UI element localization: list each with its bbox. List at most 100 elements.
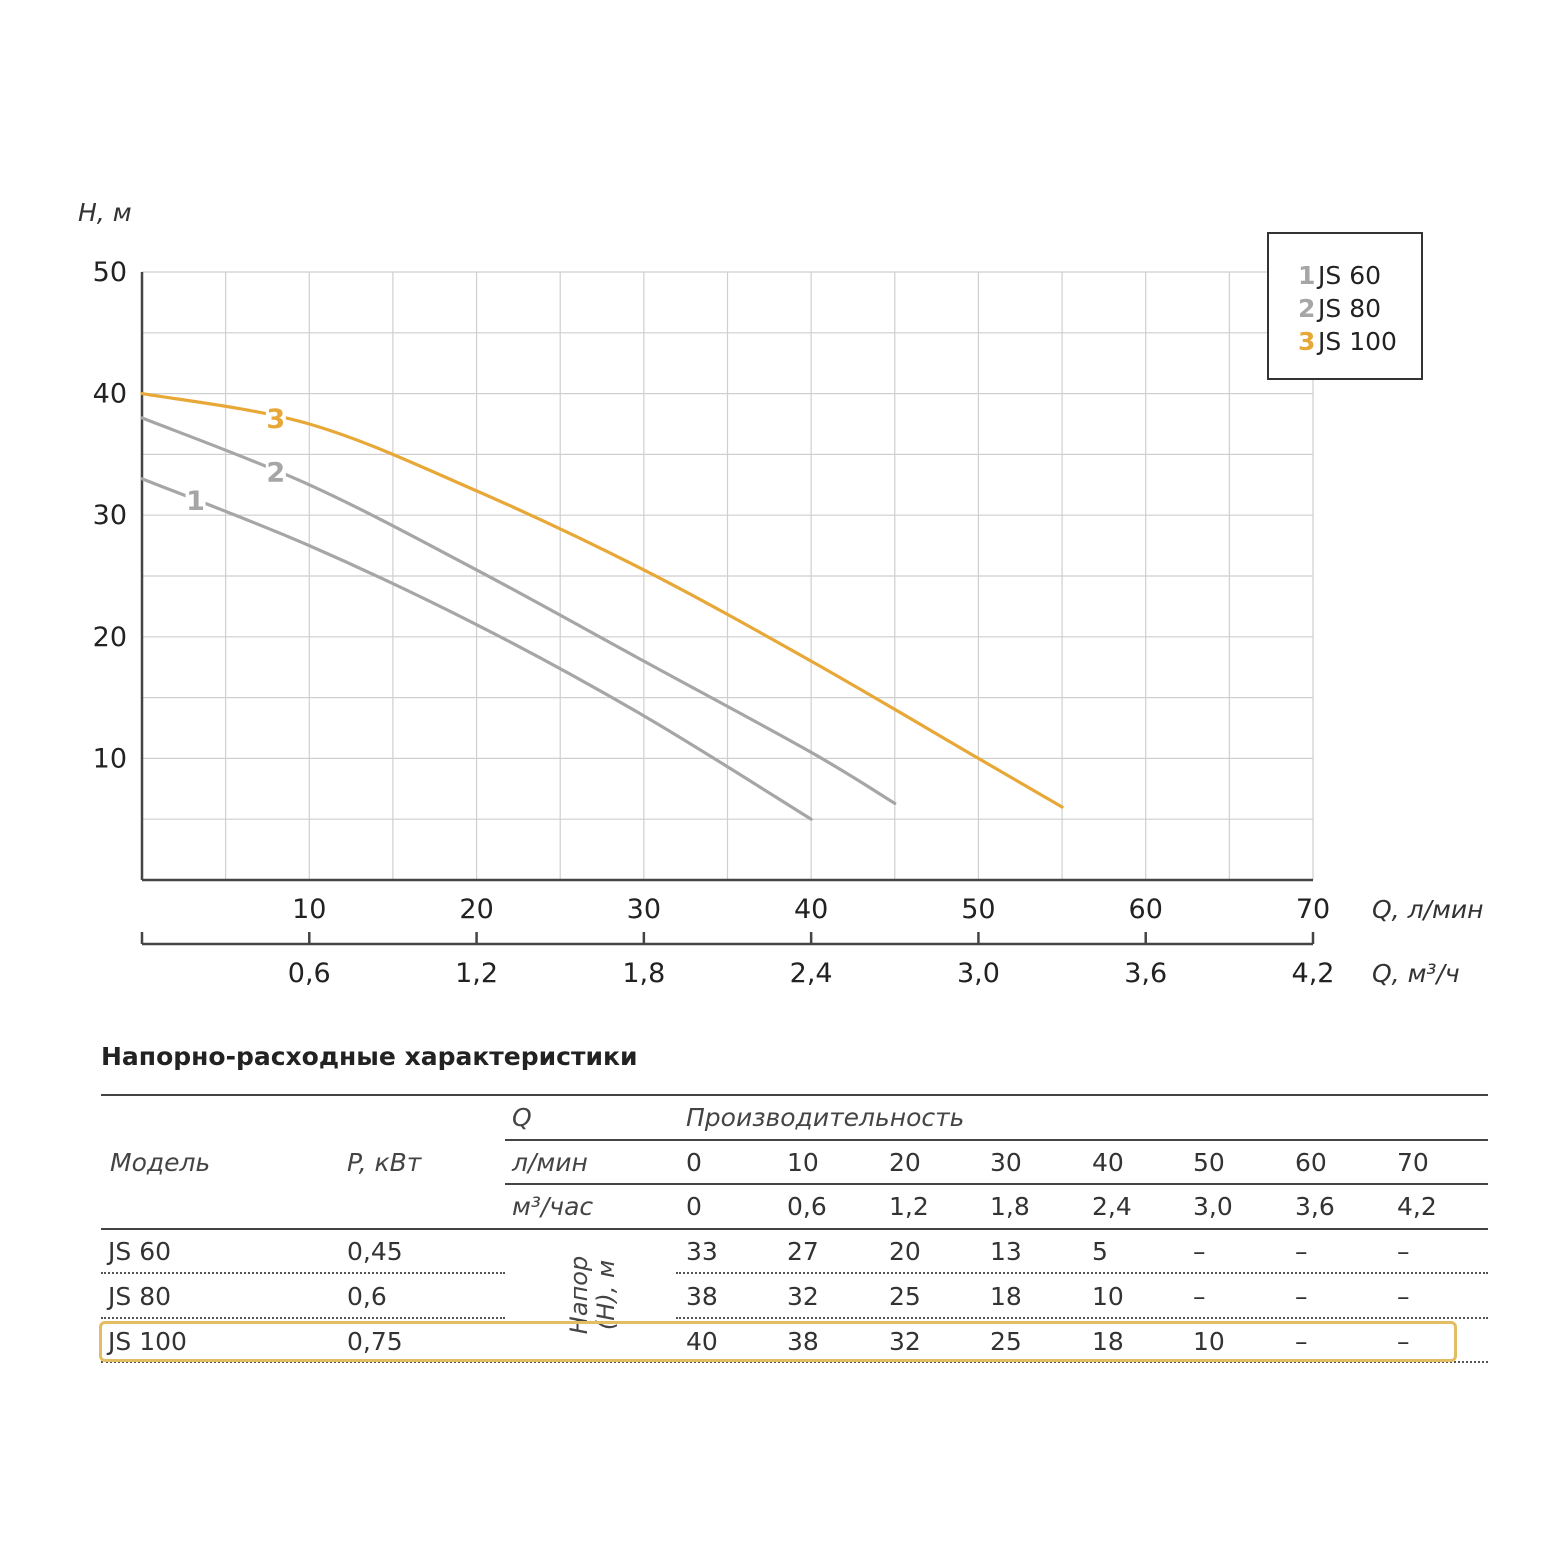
chart-grid	[142, 271, 1314, 880]
chart-ticks: 10 20 30 40 50 10 20 30 40 50 60 70 0,6 1,2 1,8 2,4 3,0 3…	[93, 257, 1335, 989]
row-value: –	[1397, 1237, 1410, 1266]
row-value: 25	[889, 1282, 921, 1311]
row-value: –	[1295, 1327, 1308, 1356]
row-value: 32	[787, 1282, 819, 1311]
header-rule-2	[505, 1183, 1488, 1185]
row-value: 10	[1193, 1327, 1225, 1356]
header-lmin-value: 40	[1092, 1148, 1124, 1177]
row-value: 20	[889, 1237, 921, 1266]
series-label-bg	[185, 486, 206, 515]
header-lmin: л/мин	[512, 1148, 588, 1177]
row-model: JS 100	[108, 1327, 187, 1356]
x-tick-label: 60	[1129, 894, 1163, 925]
row-power: 0,75	[347, 1327, 403, 1356]
table-title: Напорно-расходные характеристики	[101, 1042, 638, 1071]
header-m3h-value: 1,2	[889, 1192, 929, 1221]
header-m3h-value: 0,6	[787, 1192, 827, 1221]
row-value: –	[1295, 1237, 1308, 1266]
series-label-bg	[265, 457, 286, 486]
row-value: 27	[787, 1237, 819, 1266]
header-m3h-value: 0	[686, 1192, 702, 1221]
table-top-rule	[101, 1094, 1488, 1096]
x-axis-label: Q, л/мин	[1372, 895, 1483, 924]
header-bottom-rule	[101, 1228, 1488, 1230]
chart-axes	[140, 272, 1315, 946]
row-value: 32	[889, 1327, 921, 1356]
row-value: 10	[1092, 1282, 1124, 1311]
header-m3h-value: 2,4	[1092, 1192, 1132, 1221]
row-value: –	[1295, 1282, 1308, 1311]
series-label-bg	[265, 403, 286, 432]
legend-label: JS 60	[1316, 261, 1381, 290]
highlighted-row-frame	[99, 1321, 1457, 1362]
legend-number: 1	[1298, 261, 1315, 290]
chart-legend: 1 JS 602 JS 803 JS 100	[1267, 232, 1423, 380]
series-line-1	[140, 477, 813, 821]
row-power: 0,45	[347, 1237, 403, 1266]
row-divider	[676, 1272, 1488, 1274]
header-power: P, кВт	[347, 1148, 422, 1177]
y-tick-label: 30	[93, 500, 127, 531]
x-tick-label: 10	[292, 894, 326, 925]
y-tick-label: 50	[93, 257, 127, 288]
row-model: JS 80	[108, 1282, 172, 1311]
row-value: 38	[686, 1282, 718, 1311]
x-tick-label: 20	[459, 894, 493, 925]
series-number-label: 2	[266, 457, 285, 488]
row-value: 25	[990, 1327, 1022, 1356]
row-value: –	[1397, 1282, 1410, 1311]
series-number-label: 3	[266, 404, 285, 435]
row-divider	[101, 1317, 505, 1319]
legend-label: JS 80	[1316, 294, 1381, 323]
header-lmin-value: 20	[889, 1148, 921, 1177]
header-m3h-value: 3,0	[1193, 1192, 1233, 1221]
header-model: Модель	[110, 1148, 211, 1177]
row-value: 18	[1092, 1327, 1124, 1356]
row-value: 5	[1092, 1237, 1108, 1266]
row-value: 33	[686, 1237, 718, 1266]
x-tick-label: 40	[794, 894, 828, 925]
header-lmin-value: 50	[1193, 1148, 1225, 1177]
pump-performance-chart: 1 2 3 10 20 30 40 50 10 20 30 40 50 60 70 0,6 1,2 1,8 2,4…	[78, 198, 1483, 989]
row-model: JS 60	[108, 1237, 172, 1266]
legend-number: 3	[1298, 327, 1315, 356]
x2-tick-label: 0,6	[288, 958, 331, 989]
header-q: Q	[512, 1103, 532, 1132]
series-line-3	[140, 392, 1064, 809]
legend-box	[1267, 232, 1423, 380]
row-value: 18	[990, 1282, 1022, 1311]
row-power: 0,6	[347, 1282, 387, 1311]
header-lmin-value: 10	[787, 1148, 819, 1177]
row-value: 13	[990, 1237, 1022, 1266]
x2-tick-label: 4,2	[1292, 958, 1335, 989]
x-tick-label: 50	[961, 894, 995, 925]
y-tick-label: 20	[93, 622, 127, 653]
header-m3h-value: 1,8	[990, 1192, 1030, 1221]
x2-tick-label: 3,6	[1124, 958, 1167, 989]
row-value: 40	[686, 1327, 718, 1356]
header-productivity: Производительность	[686, 1103, 965, 1132]
row-divider	[101, 1361, 1488, 1363]
row-divider	[101, 1272, 505, 1274]
x2-tick-label: 3,0	[957, 958, 1000, 989]
header-lmin-value: 70	[1397, 1148, 1429, 1177]
row-value: –	[1397, 1327, 1410, 1356]
header-m3h-value: 4,2	[1397, 1192, 1437, 1221]
header-m3h: м³/час	[512, 1192, 594, 1221]
x2-tick-label: 2,4	[790, 958, 833, 989]
header-m3h-value: 3,6	[1295, 1192, 1335, 1221]
chart-curves: 1 2 3	[140, 392, 1064, 821]
y-tick-label: 10	[93, 743, 127, 774]
legend-label: JS 100	[1316, 327, 1397, 356]
x2-axis-label: Q, м³/ч	[1372, 959, 1460, 988]
header-lmin-value: 30	[990, 1148, 1022, 1177]
row-value: –	[1193, 1237, 1206, 1266]
x2-tick-label: 1,8	[622, 958, 665, 989]
header-lmin-value: 60	[1295, 1148, 1327, 1177]
x2-tick-label: 1,2	[455, 958, 498, 989]
legend-number: 2	[1298, 294, 1315, 323]
row-value: –	[1193, 1282, 1206, 1311]
series-number-label: 1	[186, 486, 205, 517]
row-divider	[676, 1317, 1488, 1319]
